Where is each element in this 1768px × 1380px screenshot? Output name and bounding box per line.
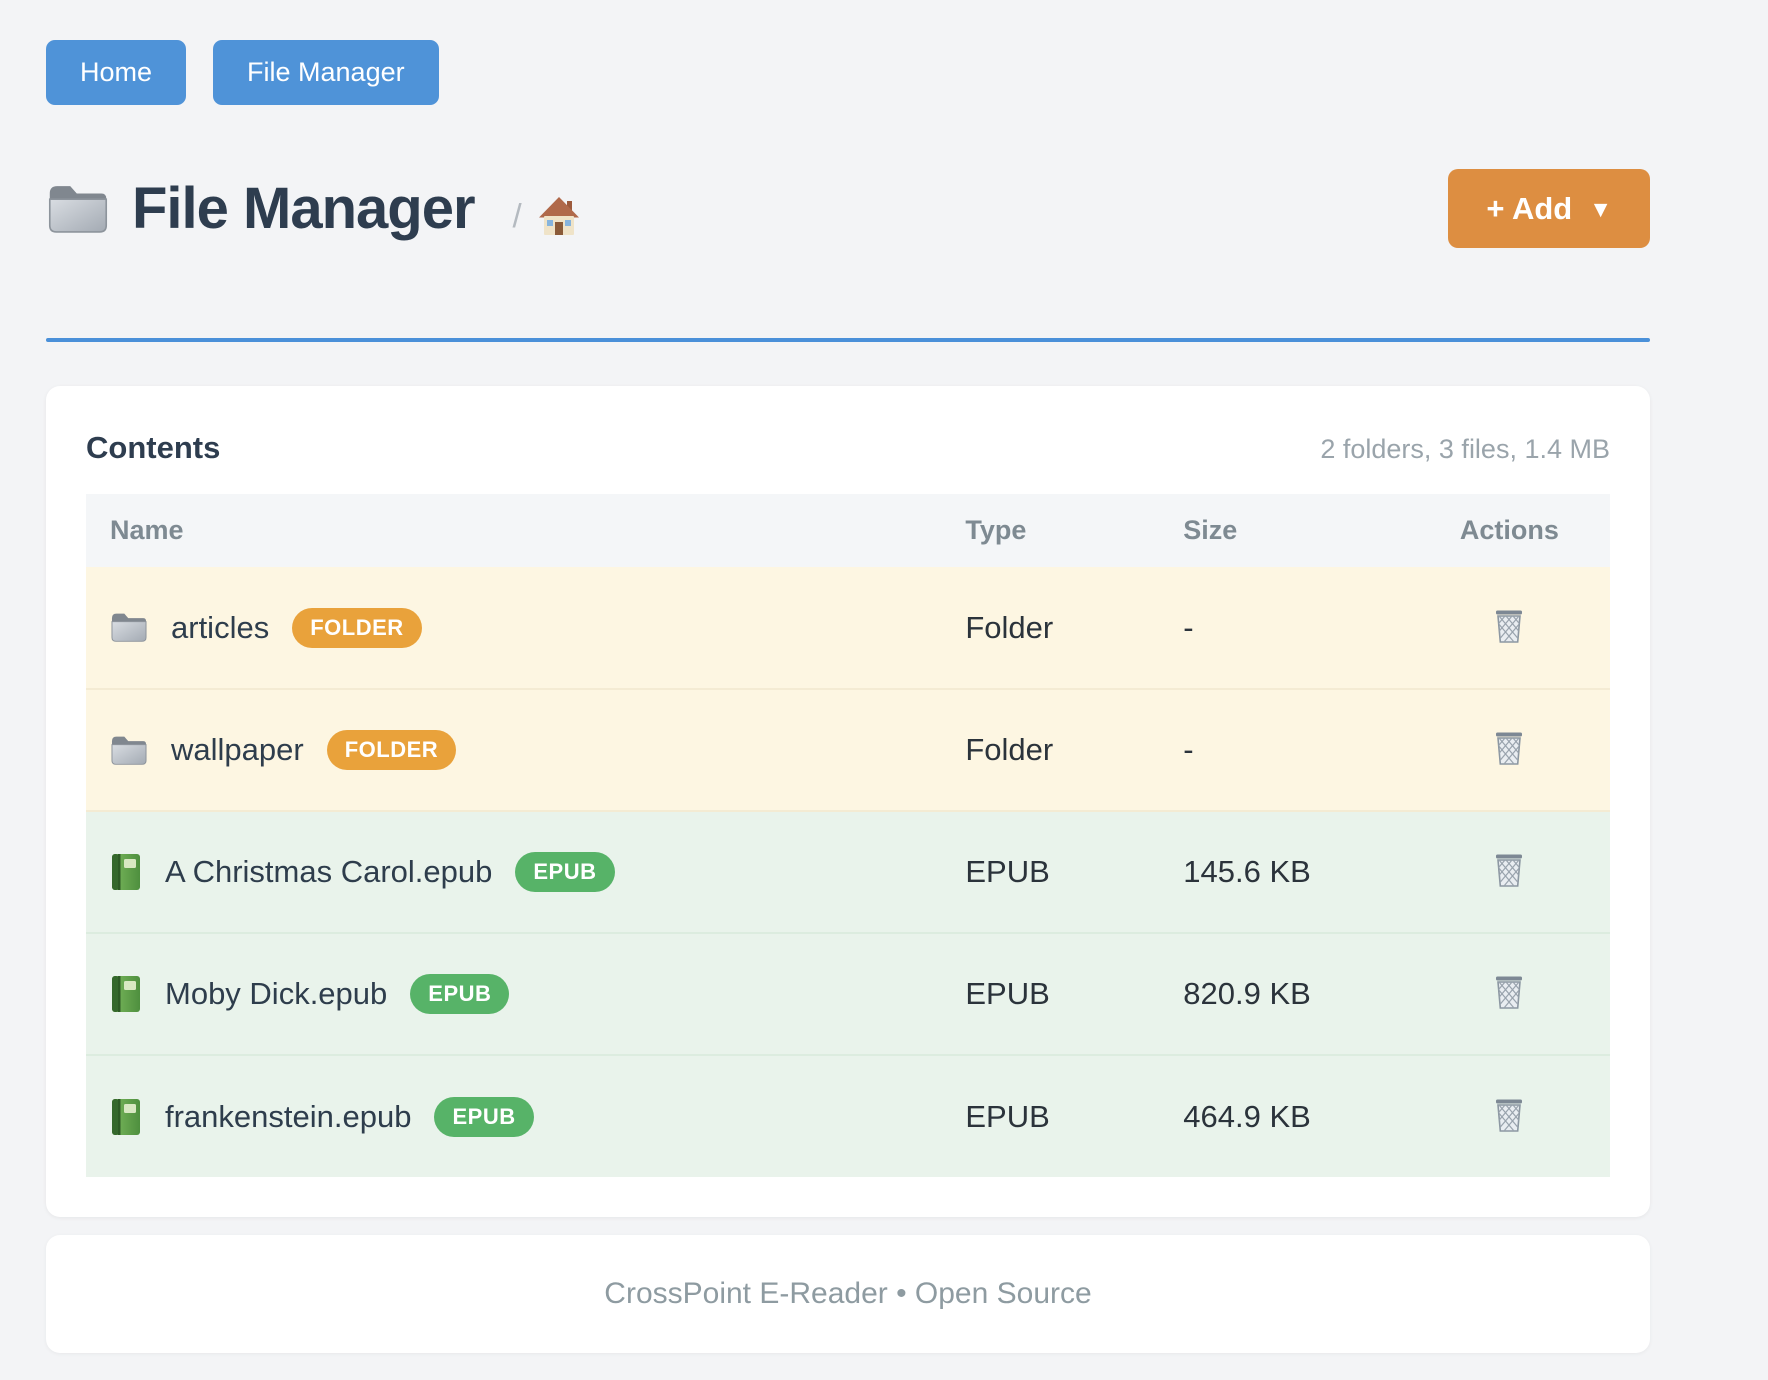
- page-header: File Manager / + Add ▼: [46, 169, 1650, 248]
- file-type: Folder: [965, 567, 1184, 690]
- column-header-actions: Actions: [1408, 494, 1610, 567]
- header-divider: [46, 338, 1650, 342]
- book-icon: [110, 1098, 142, 1136]
- book-icon: [110, 853, 142, 891]
- file-type: Folder: [965, 689, 1184, 812]
- file-type-badge: FOLDER: [292, 607, 422, 648]
- file-type-badge: FOLDER: [326, 730, 457, 770]
- footer: CrossPoint E-Reader • Open Source: [46, 1235, 1650, 1353]
- trash-icon: [1492, 1096, 1526, 1134]
- trash-icon: [1492, 973, 1526, 1011]
- file-type: EPUB: [965, 811, 1184, 934]
- trash-icon: [1492, 729, 1526, 767]
- delete-button[interactable]: [1488, 1092, 1530, 1141]
- file-type: EPUB: [965, 1098, 1050, 1134]
- file-type-badge: EPUB: [434, 1096, 534, 1137]
- file-size: 820.9 KB: [1183, 933, 1409, 1056]
- file-type-badge: EPUB: [515, 852, 615, 892]
- files-table-header: Name Type Size Actions: [86, 494, 1610, 567]
- table-row[interactable]: Moby Dick.epub EPUB EPUB 820.9 KB: [86, 933, 1610, 1056]
- trash-icon: [1492, 607, 1526, 645]
- add-button-label: + Add: [1486, 191, 1573, 226]
- file-size: 145.6 KB: [1183, 811, 1409, 934]
- file-name[interactable]: Moby Dick.epub: [165, 976, 388, 1011]
- home-button[interactable]: Home: [46, 40, 187, 105]
- contents-summary: 2 folders, 3 files, 1.4 MB: [1320, 434, 1610, 464]
- files-table: Name Type Size Actions articles FOLDER F…: [86, 494, 1610, 1177]
- file-size: -: [1183, 689, 1409, 812]
- column-header-name: Name: [86, 494, 966, 567]
- file-manager-button[interactable]: File Manager: [213, 40, 439, 105]
- files-table-body: articles FOLDER Folder - wallpaper FOLDE…: [86, 567, 1610, 1177]
- breadcrumb-separator: /: [512, 196, 522, 234]
- breadcrumb: /: [513, 180, 582, 238]
- file-name[interactable]: articles: [171, 609, 270, 645]
- column-header-size: Size: [1183, 494, 1409, 567]
- title-group: File Manager /: [46, 175, 582, 242]
- file-name[interactable]: frankenstein.epub: [165, 1098, 412, 1134]
- delete-button[interactable]: [1488, 847, 1530, 896]
- file-name[interactable]: wallpaper: [171, 732, 304, 767]
- file-name[interactable]: A Christmas Carol.epub: [165, 854, 493, 889]
- delete-button[interactable]: [1488, 603, 1530, 652]
- page-title: File Manager: [132, 176, 476, 241]
- folder-icon: [110, 611, 148, 644]
- table-row[interactable]: articles FOLDER Folder -: [86, 567, 1610, 690]
- contents-card: Contents 2 folders, 3 files, 1.4 MB Name…: [46, 386, 1650, 1217]
- add-button[interactable]: + Add ▼: [1448, 169, 1650, 248]
- contents-heading: Contents: [86, 430, 221, 465]
- file-size: 464.9 KB: [1183, 1098, 1311, 1134]
- chevron-down-icon: ▼: [1589, 196, 1612, 222]
- table-row[interactable]: frankenstein.epub EPUB EPUB 464.9 KB: [86, 1055, 1610, 1177]
- contents-card-header: Contents 2 folders, 3 files, 1.4 MB: [86, 430, 1610, 466]
- file-size: -: [1183, 567, 1409, 690]
- table-row[interactable]: A Christmas Carol.epub EPUB EPUB 145.6 K…: [86, 811, 1610, 934]
- top-nav: Home File Manager: [46, 40, 1650, 105]
- home-icon[interactable]: [536, 194, 582, 238]
- trash-icon: [1492, 851, 1526, 889]
- file-type: EPUB: [965, 933, 1184, 1056]
- book-icon: [110, 975, 142, 1013]
- delete-button[interactable]: [1488, 725, 1530, 774]
- folder-icon: [110, 734, 148, 767]
- delete-button[interactable]: [1488, 969, 1530, 1018]
- column-header-type: Type: [965, 494, 1184, 567]
- table-row[interactable]: wallpaper FOLDER Folder -: [86, 689, 1610, 812]
- file-type-badge: EPUB: [410, 974, 510, 1014]
- footer-text: CrossPoint E-Reader • Open Source: [604, 1277, 1092, 1310]
- folder-icon: [46, 182, 110, 236]
